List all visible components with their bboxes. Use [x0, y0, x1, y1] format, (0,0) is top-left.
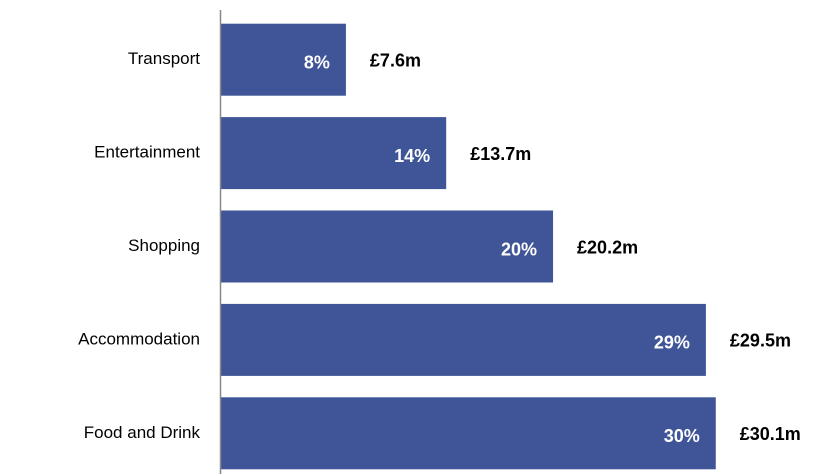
bar [221, 397, 716, 470]
category-label: Shopping [128, 236, 200, 255]
share-label: 29% [654, 333, 690, 353]
category-label: Food and Drink [84, 423, 201, 442]
bar [221, 23, 346, 96]
share-label: 30% [664, 426, 700, 446]
share-label: 14% [394, 146, 430, 166]
value-label: £7.6m [370, 50, 421, 70]
category-label: Entertainment [94, 143, 200, 162]
bar [221, 303, 706, 376]
value-label: £30.1m [740, 424, 801, 444]
value-label: £13.7m [470, 144, 531, 164]
share-label: 8% [304, 52, 330, 72]
category-label: Accommodation [78, 329, 200, 348]
value-label: £29.5m [730, 331, 791, 351]
bar [221, 210, 554, 283]
value-label: £20.2m [577, 237, 638, 257]
bar [221, 117, 447, 190]
category-label: Transport [128, 49, 200, 68]
share-label: 20% [501, 239, 537, 259]
